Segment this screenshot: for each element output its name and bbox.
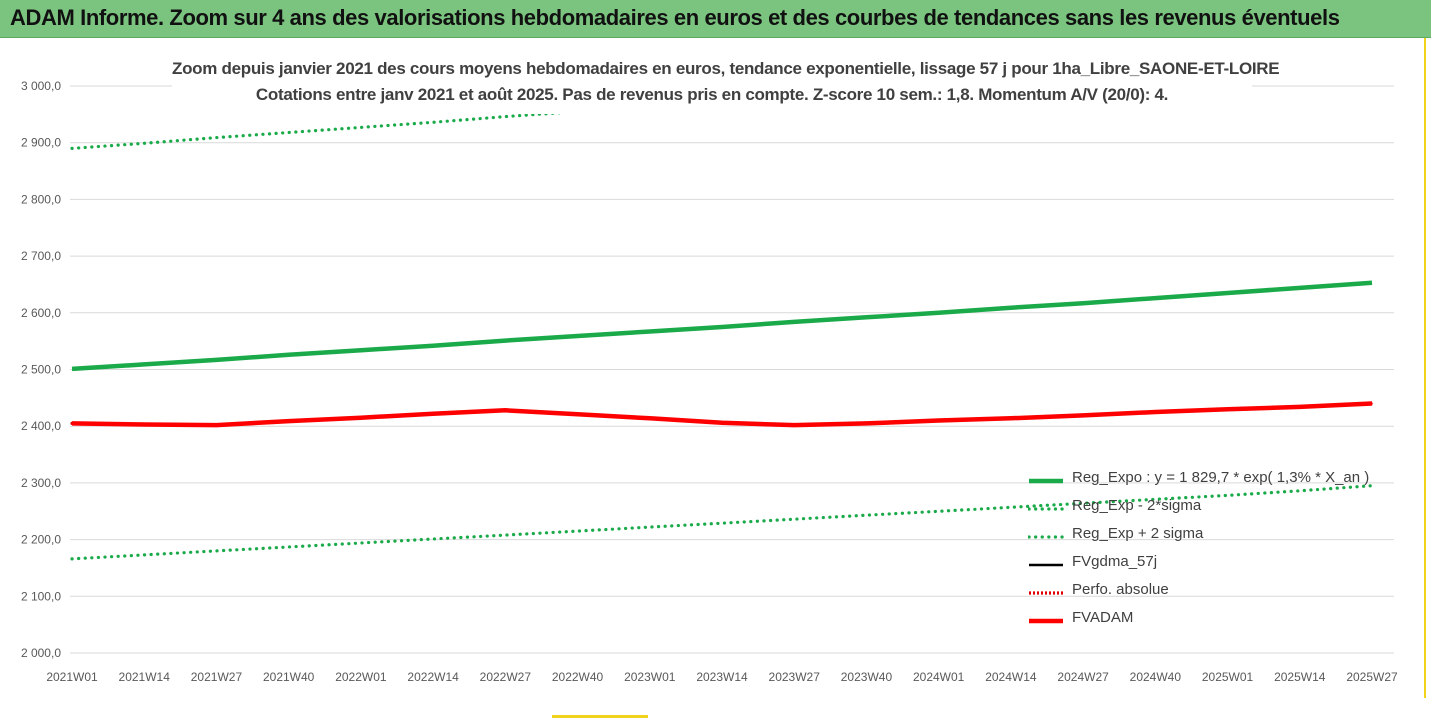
legend-label: Reg_Exp - 2*sigma xyxy=(1072,497,1202,514)
frame-accent-right xyxy=(1424,38,1426,698)
y-tick-label: 2 300,0 xyxy=(21,476,61,490)
line-chart: 2 000,0 2 100,0 2 200,0 2 300,0 2 400,0 2 500… xyxy=(21,79,1398,684)
x-axis-ticks: 2021W01 2021W14 2021W27 2021W40 2022W01 2022W… xyxy=(46,670,1398,684)
x-tick-label: 2021W40 xyxy=(263,670,315,684)
y-tick-label: 2 900,0 xyxy=(21,136,61,150)
series-line-reg-exp-2-sigma xyxy=(70,86,962,150)
x-tick-label: 2024W01 xyxy=(913,670,965,684)
series-line-reg-expo-y-1-829-7-exp-1-3-x-an- xyxy=(71,280,1373,372)
series-line-fvadam xyxy=(71,401,1373,428)
y-tick-label: 2 600,0 xyxy=(21,306,61,320)
legend-item: FVADAM xyxy=(1026,606,1346,634)
x-tick-label: 2023W40 xyxy=(841,670,893,684)
y-tick-label: 2 400,0 xyxy=(21,419,61,433)
chart-subtitle: Cotations entre janv 2021 et août 2025. … xyxy=(255,85,1169,104)
chart-legend: Reg_Expo : y = 1 829,7 * exp( 1,3% * X_a… xyxy=(1026,466,1369,634)
series-line-reg-exp-2-sigma xyxy=(70,484,1374,561)
y-axis-ticks: 2 000,0 2 100,0 2 200,0 2 300,0 2 400,0 2 500… xyxy=(21,79,61,660)
x-tick-label: 2022W14 xyxy=(407,670,459,684)
x-tick-label: 2023W14 xyxy=(696,670,748,684)
legend-item: Reg_Exp - 2*sigma xyxy=(1026,494,1346,522)
x-tick-label: 2025W27 xyxy=(1346,670,1398,684)
x-tick-label: 2022W40 xyxy=(552,670,604,684)
legend-label: FVgdma_57j xyxy=(1072,553,1158,570)
y-tick-label: 2 100,0 xyxy=(21,589,61,603)
x-tick-label: 2021W01 xyxy=(46,670,98,684)
frame-accent-bottom xyxy=(552,715,648,718)
legend-label: Perfo. absolue xyxy=(1072,581,1169,598)
series-lines xyxy=(70,86,1374,561)
x-tick-label: 2023W01 xyxy=(624,670,676,684)
report-banner: ADAM Informe. Zoom sur 4 ans des valoris… xyxy=(0,0,1431,38)
y-tick-label: 2 500,0 xyxy=(21,363,61,377)
y-tick-label: 2 200,0 xyxy=(21,533,61,547)
legend-label: Reg_Exp + 2 sigma xyxy=(1072,525,1204,542)
banner-title: ADAM Informe. Zoom sur 4 ans des valoris… xyxy=(10,5,1340,30)
x-tick-label: 2024W27 xyxy=(1057,670,1109,684)
x-tick-label: 2024W40 xyxy=(1130,670,1182,684)
x-tick-label: 2022W01 xyxy=(335,670,387,684)
y-tick-label: 2 700,0 xyxy=(21,249,61,263)
legend-swatch xyxy=(1029,563,1063,567)
legend-item: Reg_Expo : y = 1 829,7 * exp( 1,3% * X_a… xyxy=(1026,466,1369,494)
legend-item: FVgdma_57j xyxy=(1026,550,1346,578)
x-tick-label: 2021W27 xyxy=(191,670,243,684)
legend-swatch xyxy=(1029,478,1063,484)
legend-label: Reg_Expo : y = 1 829,7 * exp( 1,3% * X_a… xyxy=(1072,469,1370,486)
chart-area: 2 000,0 2 100,0 2 200,0 2 300,0 2 400,0 2 500… xyxy=(0,38,1431,720)
x-tick-label: 2024W14 xyxy=(985,670,1037,684)
y-tick-label: 3 000,0 xyxy=(21,79,61,93)
chart-title: Zoom depuis janvier 2021 des cours moyen… xyxy=(172,59,1280,78)
x-tick-label: 2021W14 xyxy=(119,670,171,684)
x-tick-label: 2025W14 xyxy=(1274,670,1326,684)
legend-swatch xyxy=(1028,507,1064,511)
legend-swatch xyxy=(1029,591,1063,595)
legend-label: FVADAM xyxy=(1072,609,1134,626)
legend-item: Reg_Exp + 2 sigma xyxy=(1026,522,1346,550)
x-tick-label: 2025W01 xyxy=(1202,670,1254,684)
legend-swatch xyxy=(1029,618,1063,624)
chart-title-box: Zoom depuis janvier 2021 des cours moyen… xyxy=(172,56,1280,114)
y-tick-label: 2 800,0 xyxy=(21,192,61,206)
x-tick-label: 2023W27 xyxy=(769,670,821,684)
legend-swatch xyxy=(1028,535,1064,539)
x-tick-label: 2022W27 xyxy=(480,670,532,684)
y-tick-label: 2 000,0 xyxy=(21,646,61,660)
legend-item: Perfo. absolue xyxy=(1026,578,1346,606)
